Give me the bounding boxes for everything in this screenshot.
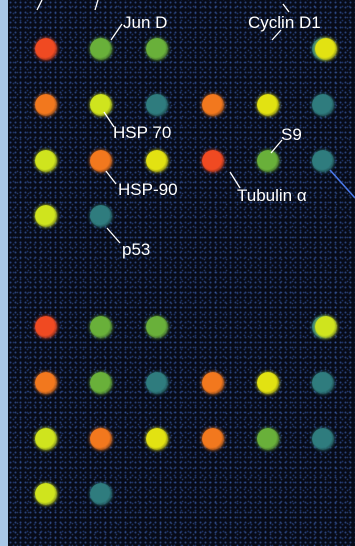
- spot-teal: [146, 94, 168, 116]
- spot-teal: [312, 372, 334, 394]
- spot-lime: [35, 483, 57, 505]
- spot-yellow: [146, 150, 168, 172]
- label-tubulin-alpha: Tubulin α: [237, 186, 307, 205]
- spot-green: [257, 428, 279, 450]
- cyclin-d1-leader: [271, 29, 282, 41]
- spot-orange: [35, 94, 57, 116]
- spot-red: [35, 316, 57, 338]
- spot-lime: [35, 205, 57, 227]
- spot-orange: [202, 372, 224, 394]
- spot-red: [202, 150, 224, 172]
- label-hsp70: HSP 70: [113, 123, 172, 142]
- label-p53: p53: [122, 240, 151, 259]
- spot-yellow: [257, 372, 279, 394]
- spot-orange: [202, 94, 224, 116]
- label-s9: S9: [281, 125, 302, 144]
- blue-pointer-line: [329, 169, 355, 199]
- hsp90-leader: [105, 170, 117, 185]
- microarray-panel: Jun D Cyclin D1 HSP 70 S9 HSP-90 Tubulin…: [8, 0, 355, 546]
- spot-orange: [202, 428, 224, 450]
- spot-teal: [90, 483, 112, 505]
- annotation-lines: [36, 0, 355, 244]
- spot-red: [35, 38, 57, 60]
- spot-yellow: [146, 428, 168, 450]
- top-tick-middle: [94, 0, 99, 11]
- s9-leader: [270, 139, 283, 154]
- spot-green: [90, 372, 112, 394]
- tubulin-leader: [229, 171, 241, 189]
- spot-grid: [8, 0, 355, 546]
- spot-teal: [312, 150, 334, 172]
- hsp70-leader: [103, 111, 115, 128]
- spot-green: [90, 316, 112, 338]
- spot-green: [90, 38, 112, 60]
- label-jun-d: Jun D: [123, 13, 168, 32]
- jun-d-leader: [110, 23, 123, 41]
- p53-leader: [106, 227, 121, 244]
- spot-teal: [312, 428, 334, 450]
- spot-yellow: [257, 94, 279, 116]
- spot-lime: [90, 94, 112, 116]
- spot-yellow: [315, 38, 337, 60]
- spot-green: [146, 38, 168, 60]
- label-hsp90: HSP-90: [118, 180, 178, 199]
- spot-lime: [315, 316, 337, 338]
- spot-lime: [35, 428, 57, 450]
- spot-lime: [35, 150, 57, 172]
- spot-teal: [90, 205, 112, 227]
- spot-teal: [146, 372, 168, 394]
- label-cyclin-d1: Cyclin D1: [248, 13, 321, 32]
- top-tick-right: [282, 3, 290, 13]
- top-tick-left: [36, 0, 43, 11]
- spot-orange: [90, 150, 112, 172]
- spot-green: [257, 150, 279, 172]
- spot-green: [146, 316, 168, 338]
- spot-orange: [90, 428, 112, 450]
- spot-teal: [312, 94, 334, 116]
- spot-orange: [35, 372, 57, 394]
